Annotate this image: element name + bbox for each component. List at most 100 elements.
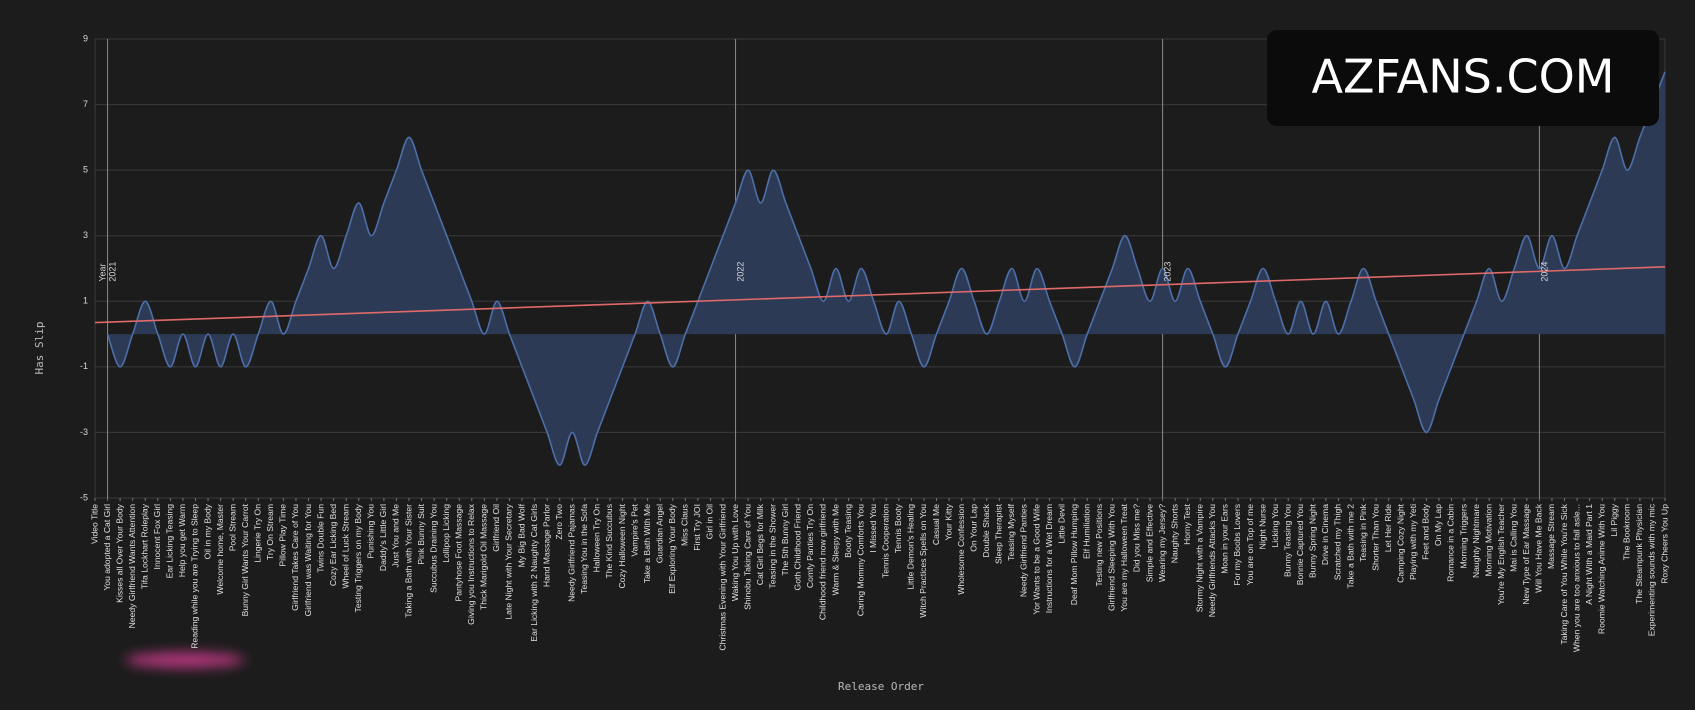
- year-label: 2023: [1163, 262, 1173, 282]
- x-tick-label: Ear Licking with 2 Naughty Cat Girls: [529, 504, 539, 642]
- x-tick-label: Simple and Effective: [1144, 504, 1154, 582]
- x-tick-label: Daddy's Little Girl: [378, 504, 388, 571]
- labels: -5 -3 -1 1 3 5 7 9 Video Title You adopted a Cat …: [80, 33, 1669, 652]
- x-tick-label: Horny Test: [1182, 503, 1192, 545]
- year-label: 2024: [1539, 262, 1549, 282]
- x-tick-label: Scratched my Thigh: [1333, 504, 1343, 580]
- x-tick-label: Christmas Evening with Your Girlfriend: [717, 504, 727, 651]
- x-tick-label: A Night With a Maid Part 1: [1584, 504, 1594, 605]
- x-tick-label: Licking You: [1270, 504, 1280, 548]
- y-tick-label: 5: [83, 165, 88, 175]
- x-tick-label: Testing new Positions: [1094, 504, 1104, 587]
- x-tick-label: Teasing in the Shower: [768, 504, 778, 589]
- x-tick-label: Video Title: [89, 504, 99, 544]
- plot: [94, 71, 1666, 467]
- x-tick-label: Girlfriend Sleeping With You: [1107, 504, 1117, 611]
- x-tick-label: Needy Girlfriend Wants Attention: [127, 504, 137, 629]
- x-tick-label: Little Demon's Healing: [906, 504, 916, 590]
- x-tick-label: Tifa Lockhart Roleplay: [140, 503, 150, 589]
- x-tick-label: Experimenting sounds with my mic: [1647, 503, 1657, 636]
- x-tick-label: Stormy Night with a Vampire: [1195, 504, 1205, 612]
- x-tick-label: Deaf Mom Pillow Humping: [1069, 504, 1079, 605]
- x-tick-label: Halloween Try On: [592, 504, 602, 573]
- x-tick-label: Drive in Cinema: [1320, 504, 1330, 565]
- x-tick-label: Take a Bath With Me: [642, 504, 652, 584]
- x-tick-label: On My Lap: [1433, 504, 1443, 546]
- x-tick-label: Naughty Shorts: [1169, 504, 1179, 563]
- x-tick-label: Feet and Body: [1421, 503, 1431, 560]
- x-tick-label: My Big Bad Wolf: [516, 503, 526, 567]
- x-tick-label: Instructions for a Wet Dream: [1044, 504, 1054, 613]
- x-tick-label: Take a Bath with me 2: [1345, 504, 1355, 589]
- x-tick-label: Pillow Play Time: [278, 504, 288, 567]
- x-tick-label: Shinobu Taking Care of You: [742, 504, 752, 610]
- x-tick-label: Miss Claus: [680, 504, 690, 546]
- x-tick-label: Playing with my Yeti: [1408, 504, 1418, 580]
- x-tick-label: Just You and Me: [391, 504, 401, 568]
- x-tick-label: Girlfriend was Waiting for You: [303, 504, 313, 617]
- x-tick-label: Goth Childhood Friend: [793, 504, 803, 591]
- x-tick-label: First Try JOI: [692, 504, 702, 551]
- x-tick-label: Little Devil: [1056, 504, 1066, 544]
- x-tick-label: Pool Stream: [227, 504, 237, 551]
- x-tick-label: Yor Wants to be a Good Wife: [1031, 504, 1041, 615]
- x-tick-label: Camping Cozy Night: [1396, 503, 1406, 582]
- x-tick-label: Late Night with Your Secretary: [504, 503, 514, 619]
- x-tick-label: Oil in my Body: [202, 503, 212, 559]
- y-tick-label: -5: [80, 492, 88, 502]
- x-tick-label: Morning Triggers: [1458, 504, 1468, 568]
- x-tick-label: Sleep Therapist: [994, 503, 1004, 564]
- x-tick-label: Needy Girlfriends Attacks You: [1207, 504, 1217, 617]
- x-tick-label: Bunny Teasing You: [1282, 504, 1292, 577]
- x-tick-label: Elf Humiliation: [1082, 504, 1092, 559]
- x-tick-label: Ear Licking Teasing: [165, 504, 175, 579]
- x-tick-label: Naughty Nightmare: [1471, 504, 1481, 578]
- decoration: [125, 652, 245, 668]
- trend-line: [94, 266, 1666, 324]
- x-tick-label: Teasing Myself: [1006, 503, 1016, 560]
- x-tick-label: Wearing my Jersey?: [1157, 504, 1167, 582]
- x-tick-label: Wheel of Luck Stream: [340, 504, 350, 589]
- x-tick-label: Lil Piggy: [1609, 503, 1619, 536]
- x-tick-label: Teasing You in the Sofa: [579, 504, 589, 594]
- x-tick-label: Pantyhose Foot Massage: [454, 504, 464, 602]
- x-tick-label: Bunny Spring Night: [1308, 503, 1318, 578]
- y-tick-label: -3: [80, 427, 88, 437]
- x-tick-label: Lingerie Try On: [253, 504, 263, 563]
- x-tick-label: Roomie Watching Anime With You: [1596, 504, 1606, 634]
- x-tick-label: Girl in Oil: [705, 504, 715, 539]
- x-tick-label: You're My English Teacher: [1496, 504, 1506, 605]
- x-tick-label: For my Boobs Lovers: [1232, 504, 1242, 586]
- y-tick-label: 1: [83, 296, 88, 306]
- x-tick-label: Help you get Warm: [177, 504, 187, 577]
- x-tick-label: Girlfriend Oil: [491, 504, 501, 552]
- x-tick-label: Childhood friend now girlfriend: [818, 504, 828, 620]
- x-tick-label: Night Nurse: [1257, 504, 1267, 550]
- x-tick-label: Kisses all Over Your Body: [114, 503, 124, 603]
- x-tick-label: Lollipop Licking: [441, 504, 451, 563]
- x-tick-label: You are my Halloween Treat: [1119, 503, 1129, 611]
- x-tick-label: Testing Triggers on my Body: [353, 503, 363, 612]
- watermark-box: [1267, 30, 1659, 126]
- x-tick-label: The Kind Succubus: [604, 504, 614, 579]
- x-tick-label: Zero Two: [554, 504, 564, 540]
- x-tick-label: Double Shack: [981, 503, 991, 557]
- x-tick-label: Guardian Angel: [654, 504, 664, 563]
- x-tick-label: Try On Stream: [265, 504, 275, 560]
- x-tick-label: Tennis Booty: [893, 503, 903, 553]
- x-tick-label: Morning Motivation: [1483, 504, 1493, 577]
- x-tick-label: Tennis Cooperation: [881, 504, 891, 578]
- y-tick-label: 7: [83, 99, 88, 109]
- line: [106, 71, 1666, 467]
- x-tick-label: When you are too anxious to fall asle...: [1571, 504, 1581, 652]
- x-tick-label: Vampire's Pet: [629, 503, 639, 556]
- x-tick-label: Girlfriend Takes Care of You: [290, 504, 300, 611]
- x-tick-label: The 5th Bunny Girl: [780, 504, 790, 576]
- x-tick-label: Needy Girlfriend Pajamas: [567, 504, 577, 602]
- x-tick-label: Bunny Girl Wants Your Carrot: [240, 503, 250, 616]
- x-tick-label: Will You Have Me Back: [1534, 503, 1544, 593]
- x-tick-label: Mai is Calling You: [1509, 504, 1519, 572]
- x-tick-label: Succubus Draining You: [428, 504, 438, 593]
- x-tick-label: I Missed You: [868, 504, 878, 553]
